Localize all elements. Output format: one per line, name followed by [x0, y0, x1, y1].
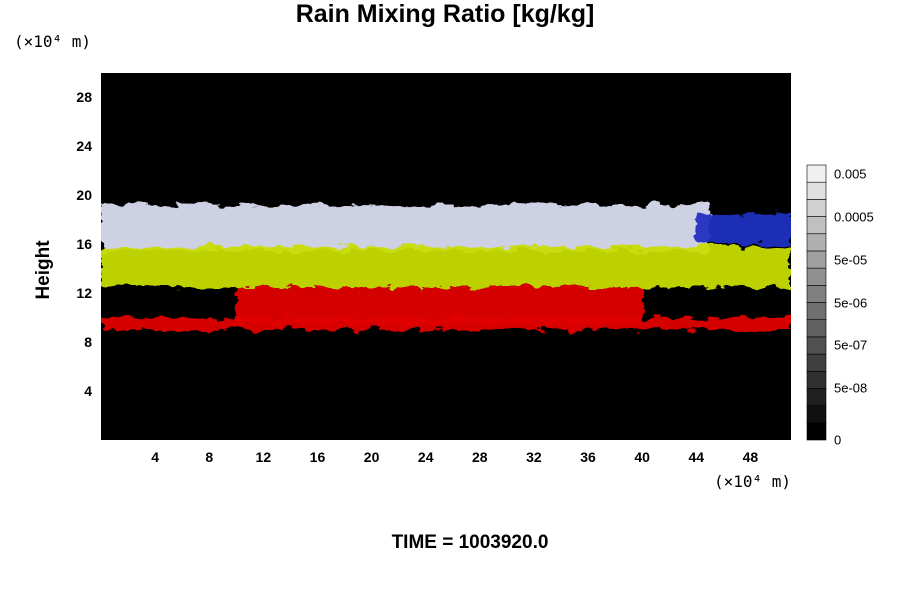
y-tick-label: 28 [76, 89, 92, 106]
colorbar-segment [806, 370, 827, 389]
colorbar-segment [806, 422, 827, 441]
colorbar-segment [806, 267, 827, 286]
x-tick-label: 4 [151, 449, 160, 465]
chart-title: Rain Mixing Ratio [kg/kg] [295, 0, 595, 28]
x-tick-label: 12 [255, 449, 272, 465]
colorbar-tick-label: 5e-07 [834, 337, 868, 353]
x-tick-label: 48 [742, 449, 759, 465]
x-tick-label: 28 [472, 449, 488, 465]
x-tick-label: 8 [205, 449, 214, 465]
colorbar-segment [806, 216, 827, 235]
y-tick-label: 4 [84, 383, 92, 400]
x-tick-label: 40 [634, 449, 650, 465]
x-tick-label: 32 [526, 449, 542, 465]
data-layer-1 [696, 213, 791, 245]
colorbar-segment [806, 250, 827, 269]
x-unit-label: (×10⁴ m) [714, 472, 792, 491]
x-tick-label: 20 [363, 449, 380, 465]
colorbar-segment [806, 319, 827, 338]
colorbar-segment [806, 302, 827, 320]
colorbar-tick-label: 0 [834, 432, 842, 448]
x-tick-label: 16 [309, 449, 326, 465]
colorbar-segment [806, 199, 827, 217]
x-tick-label: 24 [417, 449, 434, 465]
colorbar-segment [806, 181, 827, 200]
colorbar-segment [806, 164, 827, 183]
colorbar-segment [806, 405, 827, 424]
y-tick-label: 24 [76, 138, 92, 155]
colorbar-segment [806, 353, 827, 372]
x-tick-label: 44 [688, 449, 705, 465]
colorbar-tick-label: 5e-05 [834, 252, 868, 268]
x-tick-label: 36 [580, 449, 596, 465]
data-layer-4 [101, 317, 791, 330]
time-label: TIME = 1003920.0 [391, 532, 549, 553]
colorbar-segment [806, 336, 827, 355]
data-layer-2 [101, 246, 791, 288]
colorbar-tick-label: 0.005 [834, 166, 867, 182]
y-tick-label: 12 [76, 285, 92, 302]
colorbar-segment [806, 388, 827, 406]
colorbar-segment [806, 285, 827, 303]
y-tick-label: 20 [76, 187, 92, 204]
data-layer-0 [101, 205, 710, 251]
colorbar-tick-label: 0.0005 [834, 209, 874, 225]
y-unit-label: (×10⁴ m) [14, 32, 92, 51]
colorbar-tick-label: 5e-06 [834, 295, 868, 310]
y-tick-label: 16 [76, 236, 92, 253]
colorbar-segment [806, 233, 827, 252]
colorbar-tick-label: 5e-08 [834, 380, 868, 396]
y-tick-label: 8 [84, 334, 92, 351]
